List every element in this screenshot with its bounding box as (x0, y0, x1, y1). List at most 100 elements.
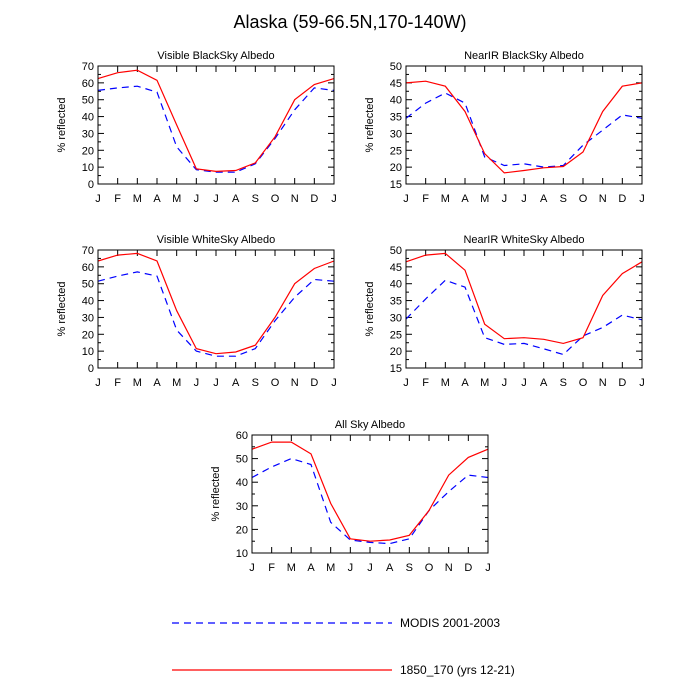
y-tick-label: 50 (236, 454, 248, 466)
y-tick-label: 40 (236, 477, 248, 489)
y-tick-label: 15 (390, 363, 402, 375)
panel-title: NearIR WhiteSky Albedo (463, 234, 584, 246)
y-axis-label: % reflected (56, 97, 68, 152)
x-tick-label: S (560, 193, 567, 205)
y-axis-label: % reflected (364, 281, 376, 336)
y-tick-label: 70 (82, 245, 94, 257)
x-tick-label: F (114, 193, 121, 205)
y-tick-label: 30 (390, 312, 402, 324)
x-tick-label: O (579, 193, 588, 205)
x-tick-label: J (95, 193, 101, 205)
plot-frame (405, 249, 643, 369)
chart-panel-3: Visible WhiteSky Albedo % reflected 0 10 20 3… (56, 234, 337, 389)
y-tick-label: 50 (82, 279, 94, 291)
panel-title: Visible WhiteSky Albedo (157, 234, 275, 246)
x-tick-label: A (232, 193, 240, 205)
y-tick-label: 35 (390, 296, 402, 308)
x-tick-label: N (291, 193, 299, 205)
x-tick-label: D (618, 377, 626, 389)
chart-panel-1: Visible BlackSky Albedo % reflected 0 10 20 3… (56, 50, 337, 205)
chart-panels: Visible BlackSky Albedo % reflected 0 10 20 3… (56, 50, 645, 574)
plot-frame (251, 434, 489, 554)
y-tick-label: 20 (82, 329, 94, 341)
x-tick-label: N (599, 377, 607, 389)
y-tick-label: 70 (82, 61, 94, 73)
x-tick-label: M (441, 193, 450, 205)
x-tick-label: A (540, 377, 548, 389)
panel-title: All Sky Albedo (335, 419, 405, 431)
x-tick-label: J (194, 377, 200, 389)
y-axis-label: % reflected (364, 97, 376, 152)
x-tick-label: O (271, 193, 280, 205)
series-line-model (251, 441, 489, 542)
series-line-modis (97, 85, 335, 173)
x-tick-label: F (422, 377, 429, 389)
x-tick-label: S (560, 377, 567, 389)
legend-label-2: 1850_170 (yrs 12-21) (400, 663, 515, 677)
chart-panel-2: NearIR BlackSky Albedo % reflected 15 20 25 3… (364, 50, 645, 205)
x-tick-label: J (95, 377, 101, 389)
x-tick-label: J (502, 193, 508, 205)
x-tick-label: N (291, 377, 299, 389)
x-tick-label: O (271, 377, 280, 389)
x-tick-label: J (403, 193, 409, 205)
x-tick-label: J (213, 377, 219, 389)
plot-frame (405, 65, 643, 185)
x-tick-label: J (639, 193, 645, 205)
series-line-model (405, 252, 643, 345)
x-tick-label: J (521, 193, 527, 205)
x-tick-label: F (268, 562, 275, 574)
series-line-modis (405, 92, 643, 168)
series-line-modis (405, 279, 643, 356)
y-tick-label: 20 (82, 145, 94, 157)
y-tick-label: 40 (390, 95, 402, 107)
y-tick-label: 15 (390, 179, 402, 191)
x-tick-label: M (480, 377, 489, 389)
x-tick-label: M (172, 377, 181, 389)
x-tick-label: N (599, 193, 607, 205)
x-tick-label: F (422, 193, 429, 205)
x-tick-label: A (153, 377, 161, 389)
x-tick-label: M (326, 562, 335, 574)
x-tick-label: J (348, 562, 354, 574)
x-tick-label: F (114, 377, 121, 389)
x-tick-label: J (249, 562, 255, 574)
x-tick-label: A (540, 193, 548, 205)
x-tick-label: A (153, 193, 161, 205)
y-tick-label: 30 (82, 128, 94, 140)
x-tick-label: J (331, 377, 337, 389)
y-tick-label: 45 (390, 262, 402, 274)
x-tick-label: A (461, 377, 469, 389)
y-tick-label: 20 (236, 524, 248, 536)
y-tick-label: 50 (390, 61, 402, 73)
y-tick-label: 30 (390, 128, 402, 140)
x-tick-label: S (252, 193, 259, 205)
x-tick-label: A (307, 562, 315, 574)
x-tick-label: J (502, 377, 508, 389)
series-line-model (97, 69, 335, 173)
x-tick-label: O (425, 562, 434, 574)
x-tick-label: S (252, 377, 259, 389)
y-tick-label: 25 (390, 329, 402, 341)
y-tick-label: 60 (82, 78, 94, 90)
x-tick-label: O (579, 377, 588, 389)
legend: MODIS 2001-2003 1850_170 (yrs 12-21) (172, 616, 515, 677)
panel-title: Visible BlackSky Albedo (157, 50, 274, 62)
y-tick-label: 30 (82, 312, 94, 324)
series-line-model (405, 80, 643, 174)
series-line-modis (251, 457, 489, 545)
y-tick-label: 50 (82, 95, 94, 107)
x-tick-label: M (480, 193, 489, 205)
y-tick-label: 60 (236, 430, 248, 442)
y-axis-label: % reflected (56, 281, 68, 336)
y-tick-label: 60 (82, 262, 94, 274)
y-tick-label: 0 (88, 179, 94, 191)
y-tick-label: 10 (236, 548, 248, 560)
x-tick-label: N (445, 562, 453, 574)
x-tick-label: D (310, 377, 318, 389)
y-tick-label: 20 (390, 162, 402, 174)
y-tick-label: 40 (390, 279, 402, 291)
plot-frame (97, 65, 335, 185)
x-tick-label: J (639, 377, 645, 389)
